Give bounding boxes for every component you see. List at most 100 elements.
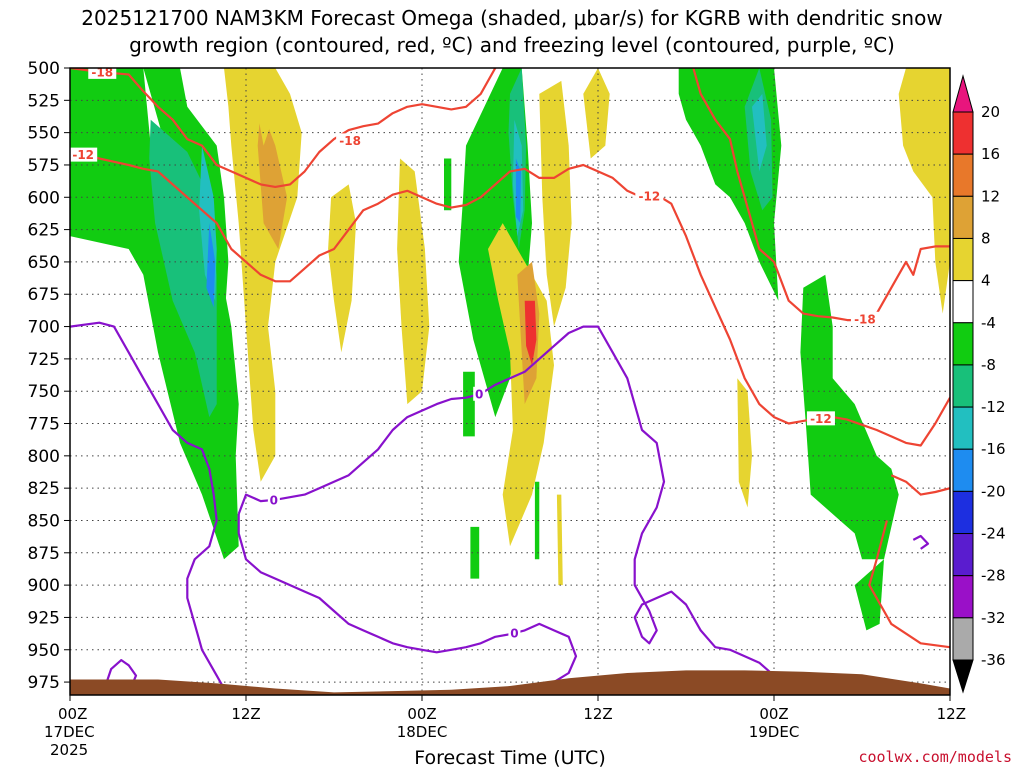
colorbar-segment: [952, 406, 974, 450]
colorbar-segment: [952, 575, 974, 619]
plot-frame: [69, 67, 951, 696]
contour-label: -12: [638, 189, 660, 203]
contour-label: 0: [510, 626, 518, 640]
y-tick-label: 550: [28, 124, 60, 144]
y-tick-label: 900: [28, 576, 60, 596]
colorbar-label: -4: [981, 314, 996, 332]
y-axis-ticks: 500 525 550 575 600 625 650 675 700 725 750 775 800 8…: [28, 59, 70, 693]
colorbar-label: -32: [981, 609, 1006, 627]
y-tick-label: 825: [28, 479, 60, 499]
y-tick-label: 650: [28, 253, 60, 273]
colorbar-label: -20: [981, 482, 1006, 500]
omega-region: [257, 106, 288, 249]
y-tick-label: 625: [28, 221, 60, 241]
y-tick-label: 750: [28, 382, 60, 402]
dgz-contour-line: [890, 474, 950, 496]
freezing-level-contour-line: [912, 534, 930, 550]
x-tick-label: 00Z: [58, 705, 87, 723]
colorbar-segment: [952, 153, 974, 197]
omega-region: [70, 68, 239, 560]
y-tick-label: 975: [28, 673, 60, 693]
colorbar-label: -28: [981, 567, 1006, 585]
colorbar-segment: [952, 322, 974, 366]
x-tick-label: 00Z: [407, 705, 436, 723]
contour-label-bg: [267, 492, 280, 507]
colorbar-segment: [952, 364, 974, 408]
x-tick-date: 19DEC: [749, 723, 800, 741]
y-tick-label: 575: [28, 156, 60, 176]
chart-title-line-1: 2025121700 NAM3KM Forecast Omega (shaded…: [81, 6, 942, 30]
freezing-level-contour-line: [237, 325, 783, 690]
y-tick-label: 525: [28, 91, 60, 111]
colorbar-top-arrow: [952, 74, 974, 113]
credit-text: coolwx.com/models: [858, 748, 1012, 766]
omega-region: [149, 119, 217, 418]
contour-label: 0: [475, 387, 483, 401]
omega-region: [206, 223, 216, 308]
freezing-level-contour-line: [70, 321, 225, 690]
omega-region: [556, 494, 563, 586]
omega-region: [253, 68, 273, 146]
dgz-contour-line: [70, 68, 950, 322]
contour-label-bg: [508, 625, 521, 640]
contour-label-bg: [806, 411, 835, 426]
omega-region: [539, 80, 572, 327]
omega-region: [524, 300, 537, 366]
x-tick-date: 17DEC: [44, 723, 95, 741]
contour-label: -12: [810, 412, 832, 426]
contour-label-bg: [635, 188, 664, 203]
contour-label: 0: [270, 493, 278, 507]
omega-region: [328, 184, 356, 353]
colorbar-label: 12: [981, 187, 1000, 205]
y-tick-label: 925: [28, 608, 60, 628]
colorbar: 20 16 12 8 4 -4 -8 -12 -16 -20 -24 -28 -32 -36: [952, 74, 1006, 694]
freezing-level-contour-line: [105, 659, 138, 687]
colorbar-segment: [952, 490, 974, 535]
chart-title-line-2: growth region (contoured, red, ºC) and f…: [129, 33, 895, 57]
y-tick-label: 500: [28, 59, 60, 79]
contour-label-bg: [473, 386, 486, 401]
omega-region: [737, 378, 752, 508]
omega-region: [534, 481, 540, 560]
x-tick-label: 00Z: [759, 705, 788, 723]
y-tick-label: 800: [28, 447, 60, 467]
colorbar-label: -24: [981, 525, 1006, 543]
colorbar-segment: [952, 617, 974, 661]
contour-label: -18: [91, 65, 113, 79]
colorbar-label: 20: [981, 103, 1000, 121]
colorbar-segment: [952, 195, 974, 239]
contour-label-bg: [850, 311, 879, 326]
colorbar-segment: [952, 237, 974, 282]
colorbar-label: -12: [981, 398, 1006, 416]
contour-label-bg: [336, 133, 365, 148]
colorbar-label: 16: [981, 145, 1000, 163]
y-tick-label: 850: [28, 511, 60, 531]
y-tick-label: 600: [28, 188, 60, 208]
y-tick-label: 775: [28, 415, 60, 435]
colorbar-label: 4: [981, 272, 991, 290]
contour-label: -18: [339, 134, 361, 148]
contour-label: -12: [72, 148, 94, 162]
colorbar-segment: [952, 111, 974, 155]
y-tick-label: 875: [28, 544, 60, 564]
omega-region: [463, 371, 475, 437]
x-axis-title: Forecast Time (UTC): [414, 747, 605, 768]
contour-label-bg: [88, 68, 117, 79]
y-tick-label: 725: [28, 350, 60, 370]
colorbar-label: 8: [981, 229, 991, 247]
y-tick-label: 675: [28, 285, 60, 305]
colorbar-segment: [952, 448, 974, 492]
omega-region: [752, 93, 767, 172]
omega-region: [470, 526, 480, 579]
freezing-level-contour-line: [237, 514, 578, 684]
x-tick-date: 18DEC: [397, 723, 448, 741]
terrain-layer: [70, 670, 950, 695]
y-tick-label: 950: [28, 641, 60, 661]
grid-lines: [70, 68, 950, 695]
dgz-contour-line: [868, 520, 950, 649]
x-tick-year: 2025: [50, 741, 88, 759]
contour-label: -18: [854, 312, 876, 326]
colorbar-bottom-arrow: [952, 659, 974, 694]
